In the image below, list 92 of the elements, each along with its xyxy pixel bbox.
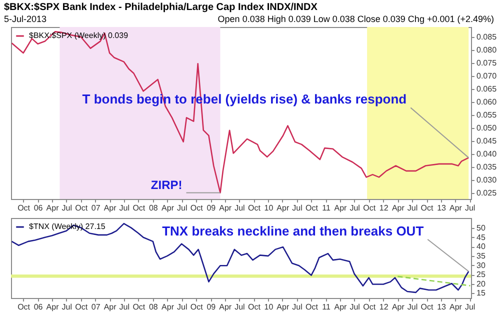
x-tick-label: Oct — [132, 302, 146, 312]
x-tick-label: Apr — [104, 204, 117, 212]
x-tick-label: Oct — [190, 302, 204, 312]
x-tick-label: Apr — [334, 302, 348, 312]
x-tick-label: Oct — [18, 302, 31, 312]
y-tick-label: 0.045 — [476, 136, 498, 146]
x-tick-label: 08 — [148, 204, 158, 212]
x-tick-label: Apr — [162, 302, 174, 312]
x-tick-label: 08 — [148, 302, 158, 312]
x-tick-label: 11 — [322, 302, 331, 312]
line-series — [11, 222, 470, 294]
x-tick-label: Apr — [162, 204, 174, 212]
x-tick-label: Apr — [392, 302, 405, 312]
y-tick-label: 30 — [476, 260, 486, 270]
x-tick-label: Apr — [219, 302, 232, 312]
x-tick-label: Oct — [363, 204, 376, 212]
x-tick-label: Oct — [420, 302, 434, 312]
x-tick-label: Apr — [450, 204, 462, 212]
y-tick-label: 0.080 — [476, 45, 498, 54]
y-tick-label: 0.055 — [476, 110, 498, 120]
chart-title: $BKX:$SPX Bank Index - Philadelphia/Large Cap Index INDX/INDX — [4, 2, 318, 13]
x-tick-label: Jul — [119, 302, 130, 312]
x-tick-label: Apr — [104, 302, 117, 312]
y-tick-label: 0.065 — [476, 84, 498, 94]
x-tick-label: Jul — [177, 204, 188, 212]
y-tick-label: 0.070 — [476, 71, 498, 80]
y-tick-label: 15 — [476, 288, 486, 298]
y-tick-label: 0.025 — [476, 188, 498, 198]
x-tick-label: 13 — [437, 204, 447, 212]
x-tick-label: Apr — [46, 204, 60, 212]
x-tick-label: Jul — [234, 204, 246, 212]
x-tick-label: 11 — [322, 204, 331, 212]
x-tick-label: Apr — [46, 302, 60, 312]
y-tick-label: 0.085 — [476, 32, 498, 42]
x-tick-label: Jul — [292, 204, 303, 212]
x-tick-label: Jul — [62, 204, 72, 212]
annotation: ZIRP! — [150, 178, 182, 192]
x-tick-label: Oct — [420, 204, 434, 212]
x-tick-label: 06 — [34, 302, 44, 312]
x-tick-label: 12 — [379, 204, 389, 212]
x-tick-label: 09 — [206, 204, 216, 212]
x-tick-label: Jul — [350, 204, 360, 212]
x-tick-label: Apr — [219, 204, 232, 212]
x-tick-label: Apr — [276, 302, 290, 312]
y-tick-label: 0.035 — [476, 162, 498, 172]
y-tick-label: 0.050 — [476, 123, 498, 132]
x-tick-label: Jul — [350, 302, 360, 312]
x-tick-label: Jul — [119, 204, 130, 212]
x-tick-label: Apr — [392, 204, 405, 212]
x-tick-label: Oct — [248, 204, 262, 212]
x-tick-label: Oct — [75, 204, 88, 212]
y-tick-label: 25 — [476, 270, 486, 280]
x-tick-label: Jul — [292, 302, 303, 312]
x-tick-label: Jul — [177, 302, 188, 312]
y-tick-label: 0.030 — [476, 175, 498, 184]
x-tick-label: Jul — [407, 302, 418, 312]
x-tick-label: Oct — [306, 204, 319, 212]
x-tick-label: Apr — [334, 204, 348, 212]
x-tick-label: 13 — [437, 302, 447, 312]
x-tick-label: Oct — [75, 302, 88, 312]
text: Open 0.038 High 0.039 Low 0.038 Close 0.039 Chg +0.001 (+2.49%) — [218, 14, 494, 24]
y-tick-label: 50 — [476, 224, 486, 233]
y-tick-label: 35 — [476, 251, 486, 260]
x-tick-label: Oct — [363, 302, 376, 312]
y-tick-label: 20 — [476, 279, 486, 288]
annotation: TNX breaks neckline and then breaks OUT — [162, 223, 424, 238]
y-tick-label: 45 — [476, 232, 486, 242]
x-tick-label: Oct — [18, 204, 31, 212]
x-tick-label: Oct — [248, 302, 262, 312]
x-tick-label: 09 — [206, 302, 216, 312]
x-tick-label: 07 — [91, 302, 101, 312]
x-tick-label: Jul — [234, 302, 246, 312]
x-tick-label: 12 — [379, 302, 389, 312]
x-tick-label: Apr — [276, 204, 290, 212]
y-tick-label: 0.040 — [476, 149, 498, 158]
x-tick-label: Jul — [464, 204, 476, 212]
x-tick-label: Jul — [464, 302, 476, 312]
y-tick-label: 40 — [476, 242, 486, 252]
x-tick-label: Jul — [407, 204, 418, 212]
chart-subtitle: 5-Jul-2013 — [4, 14, 47, 24]
x-tick-label: 10 — [264, 204, 274, 212]
y-tick-label: 0.075 — [476, 58, 498, 68]
x-tick-label: Oct — [190, 204, 204, 212]
x-tick-label: Oct — [132, 204, 146, 212]
x-tick-label: Jul — [62, 302, 72, 312]
x-tick-label: 10 — [264, 302, 274, 312]
x-tick-label: Oct — [306, 302, 319, 312]
y-tick-label: 0.060 — [476, 97, 498, 106]
x-tick-label: 07 — [91, 204, 101, 212]
x-tick-label: Apr — [450, 302, 462, 312]
line-series — [11, 31, 470, 194]
x-tick-label: 06 — [34, 204, 44, 212]
